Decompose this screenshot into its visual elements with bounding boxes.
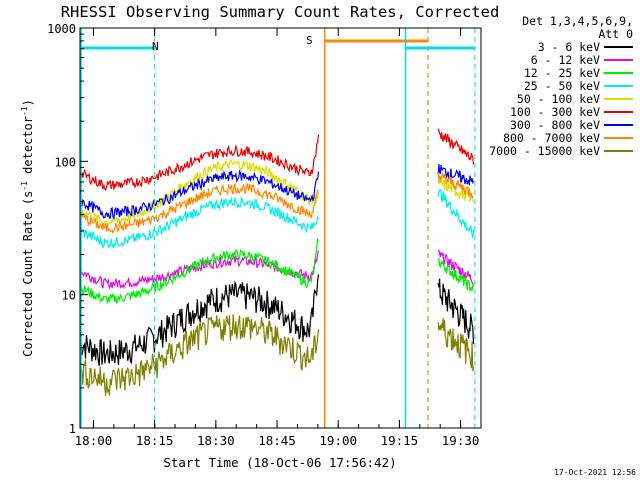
series-line (79, 274, 320, 367)
x-axis-label: Start Time (18-Oct-06 17:56:42) (163, 455, 396, 470)
series-line (79, 237, 320, 304)
x-tick-label: 19:15 (381, 433, 419, 448)
legend-label: 300 - 800 keV (510, 118, 600, 132)
legend-label: 25 - 50 keV (524, 79, 600, 93)
legend-label: 800 - 7000 keV (503, 131, 600, 145)
x-tick-label: 18:45 (258, 433, 296, 448)
series-line (79, 196, 320, 250)
x-tick-label: 19:30 (442, 433, 480, 448)
x-tick-label: 18:00 (75, 433, 113, 448)
x-tick-label: 18:30 (197, 433, 235, 448)
series-line (79, 169, 320, 220)
x-tick-label: 18:15 (136, 433, 174, 448)
annotation-s: S (306, 34, 313, 47)
x-tick-label: 19:00 (319, 433, 357, 448)
legend-label: 100 - 300 keV (510, 105, 600, 119)
y-tick-label: 10 (62, 289, 76, 303)
legend-label: 12 - 25 keV (524, 66, 600, 80)
footer-timestamp: 17-Oct-2021 12:56 (554, 468, 636, 477)
plot-frame (79, 27, 482, 429)
legend-label: 50 - 100 keV (517, 92, 600, 106)
series-line-post (437, 278, 475, 344)
series-line-post (437, 257, 475, 292)
series-line (79, 181, 319, 235)
legend-header-1: Det 1,3,4,5,6,9, (522, 14, 633, 28)
chart-title: RHESSI Observing Summary Count Rates, Co… (61, 3, 500, 21)
legend-label: 6 - 12 keV (531, 53, 600, 67)
y-axis-label: Corrected Count Rate (s-1 detector-1) (20, 99, 35, 357)
series-line (79, 314, 320, 396)
series-line-post (437, 172, 474, 199)
legend-label: 7000 - 15000 keV (489, 144, 600, 158)
series-line-post (437, 188, 475, 239)
series-line-post (437, 176, 474, 203)
y-tick-label: 1000 (47, 22, 76, 36)
series-line-post (437, 164, 475, 186)
legend-label: 3 - 6 keV (538, 40, 600, 54)
series-line (79, 134, 320, 192)
series-line-post (437, 248, 474, 285)
legend-header-2: Att 0 (598, 27, 633, 41)
x-ticks: 18:00 18:15 18:30 18:45 19:00 19:15 19:30 (75, 28, 480, 448)
y-tick-label: 100 (54, 155, 76, 169)
series-line-post (437, 128, 475, 165)
plot-layer (79, 28, 476, 428)
series-line-post (437, 317, 475, 372)
annotation-n: N (152, 40, 159, 53)
y-tick-label: 1 (69, 422, 76, 436)
y-ticks: 1 10 100 1000 (47, 22, 88, 436)
